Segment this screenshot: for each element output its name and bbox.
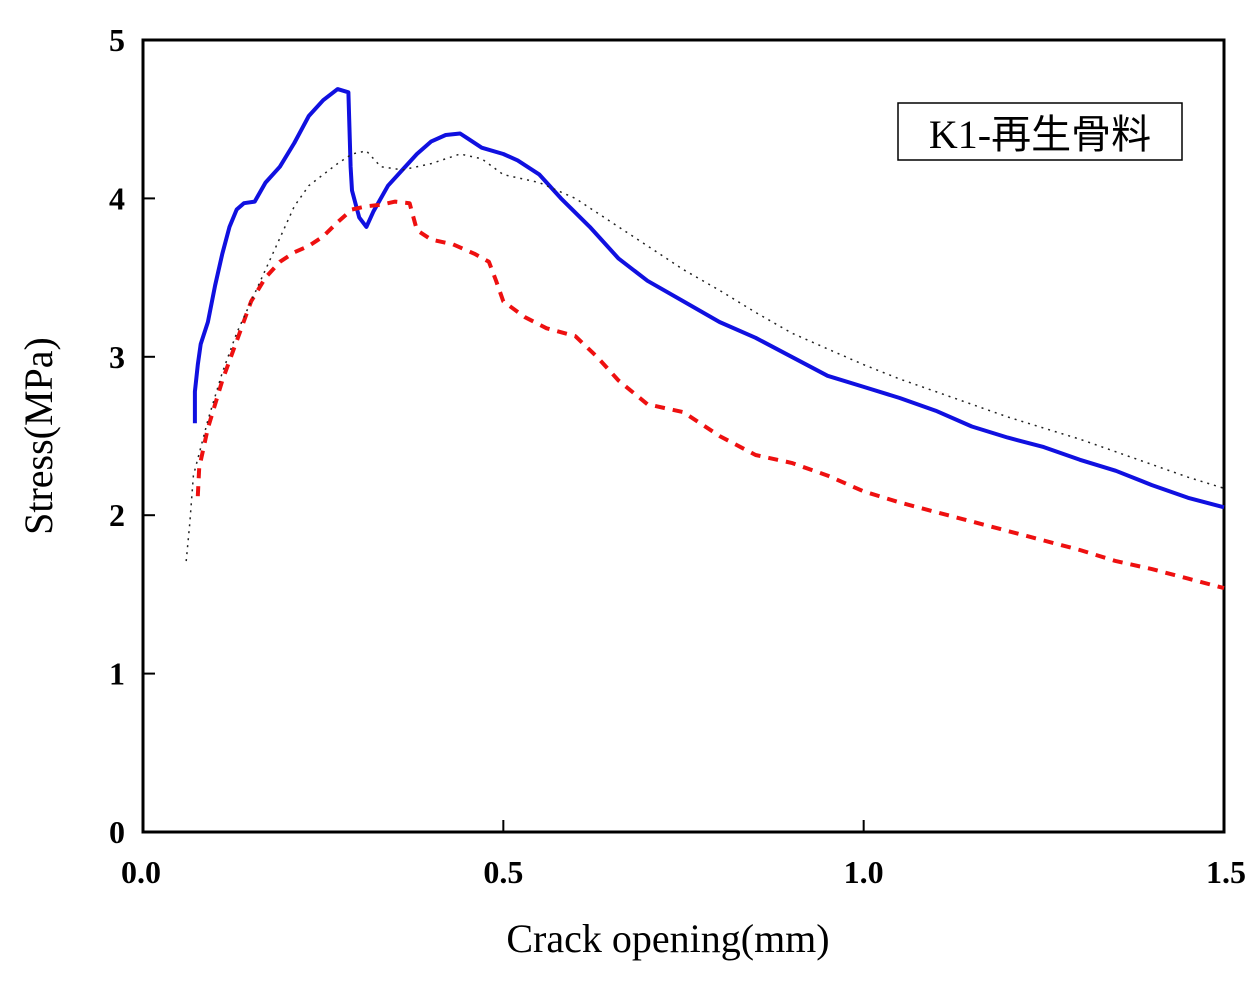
series-group xyxy=(185,87,1225,591)
series-line-1 xyxy=(192,87,1225,510)
axis-ticks: 0.0 0.5 1.0 1.5 0 1 2 3 4 5 xyxy=(109,22,1246,890)
series-line-3 xyxy=(185,150,1225,562)
y-tick-label: 4 xyxy=(109,180,125,216)
y-tick-label: 2 xyxy=(109,497,125,533)
x-tick-label: 1.5 xyxy=(1206,854,1246,890)
legend-label: K1-再生骨料 xyxy=(929,112,1151,157)
y-tick-label: 1 xyxy=(109,656,125,692)
y-tick-label: 3 xyxy=(109,339,125,375)
legend-frame xyxy=(897,102,1183,161)
y-tick-label: 5 xyxy=(109,22,125,58)
plot-frame xyxy=(141,38,1226,834)
x-tick-label: 1.0 xyxy=(844,854,884,890)
series-line-2 xyxy=(195,199,1225,591)
x-tick-label: 0.0 xyxy=(121,854,161,890)
x-tick-label: 0.5 xyxy=(483,854,523,890)
legend-box: K1-再生骨料 xyxy=(897,102,1183,161)
y-tick-label: 0 xyxy=(109,814,125,850)
x-axis-title: Crack opening(mm) xyxy=(506,916,829,961)
y-axis-title: Stress(MPa) xyxy=(16,337,61,535)
